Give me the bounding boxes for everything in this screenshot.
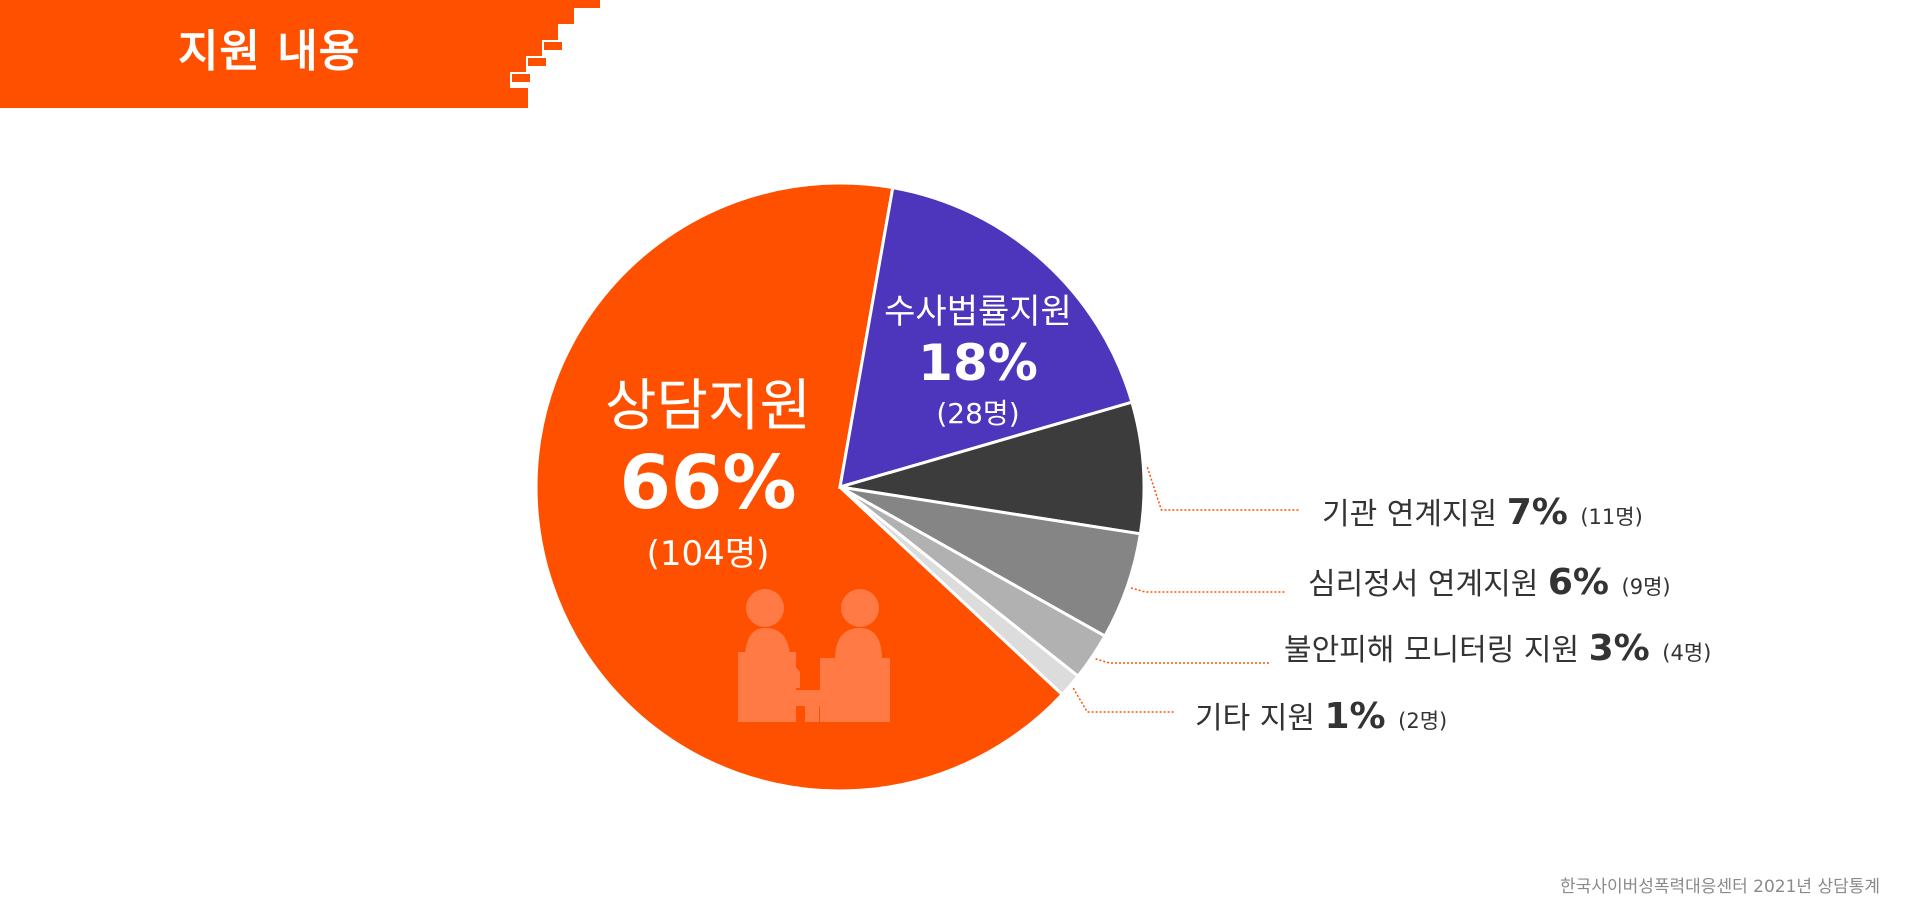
slice-label: 기관 연계지원 — [1322, 497, 1507, 532]
counseling-icon — [738, 589, 890, 722]
leader-line — [1146, 467, 1300, 511]
slice-count: (2명) — [1398, 709, 1447, 733]
slice-percent: 3% — [1589, 628, 1663, 669]
slice-count: (104명) — [647, 534, 770, 574]
leader-line — [1072, 687, 1175, 713]
header-bar — [0, 0, 600, 108]
slice-label: 심리정서 연계지원 — [1308, 567, 1548, 602]
pie-slice — [534, 181, 1065, 793]
pie-slice — [839, 400, 1146, 536]
page-title: 지원 내용 — [178, 26, 361, 77]
slice-label: 수사법률지원 — [884, 292, 1072, 332]
slice-count: (9명) — [1622, 575, 1671, 599]
slice-callout: 기관 연계지원 7% (11명) — [1322, 492, 1643, 533]
slice-count: (4명) — [1662, 641, 1711, 665]
slice-callout: 불안피해 모니터링 지원 3% (4명) — [1284, 628, 1711, 669]
slice-percent: 7% — [1507, 492, 1581, 533]
leader-line — [1095, 658, 1270, 664]
slice-callout: 심리정서 연계지원 6% (9명) — [1308, 562, 1671, 603]
slice-count: (11명) — [1580, 505, 1642, 529]
slice-percent: 1% — [1324, 696, 1398, 737]
leader-line — [1130, 587, 1285, 593]
slice-label: 기타 지원 — [1195, 701, 1324, 736]
slice-label: 불안피해 모니터링 지원 — [1284, 633, 1589, 668]
pie-slices — [534, 181, 1146, 793]
pie-slice — [838, 485, 1081, 697]
slice-percent: 18% — [918, 334, 1038, 392]
slice-label: 상담지원 — [605, 374, 811, 439]
slice-callout: 기타 지원 1% (2명) — [1195, 696, 1447, 737]
slice-percent: 6% — [1548, 562, 1622, 603]
slice-percent: 66% — [619, 440, 796, 526]
pie-slice — [838, 185, 1134, 490]
slice-count: (28명) — [936, 397, 1019, 430]
footer-note: 한국사이버성폭력대응센터 2021년 상담통계 — [1560, 877, 1880, 897]
